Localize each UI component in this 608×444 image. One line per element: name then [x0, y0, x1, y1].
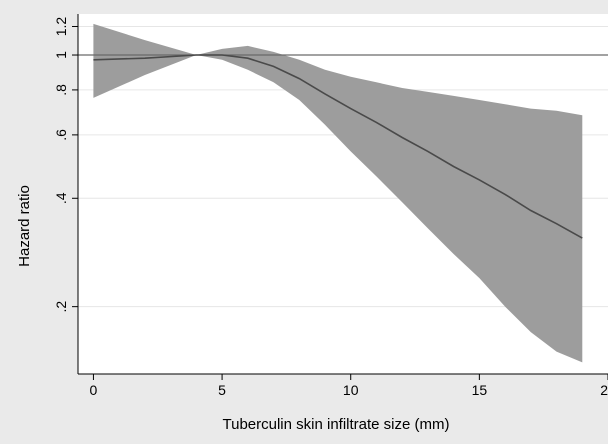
y-axis-title: Hazard ratio: [16, 185, 33, 267]
confidence-band-layer: [93, 23, 583, 363]
y-tick-label: .8: [53, 84, 69, 96]
hazard-ratio-line: [93, 54, 583, 239]
x-axis: 0 5 10 15 20: [78, 373, 608, 398]
x-tick-label: 10: [343, 382, 359, 398]
x-tick-label: 15: [472, 382, 488, 398]
y-tick-label: .4: [53, 192, 69, 204]
y-tick-label: 1.2: [53, 17, 69, 37]
hazard-line-layer: [93, 54, 583, 239]
x-tick-label: 0: [90, 382, 98, 398]
x-tick-label: 5: [218, 382, 226, 398]
y-tick-label: .2: [53, 301, 69, 313]
confidence-band: [93, 23, 583, 363]
y-tick-label: 1: [53, 51, 69, 59]
y-tick-label: .6: [53, 129, 69, 141]
y-axis: .2 .4 .6 .8 1 1.2: [53, 14, 79, 374]
x-tick-label: 20: [600, 382, 608, 398]
x-axis-title: Tuberculin skin infiltrate size (mm): [223, 416, 450, 433]
